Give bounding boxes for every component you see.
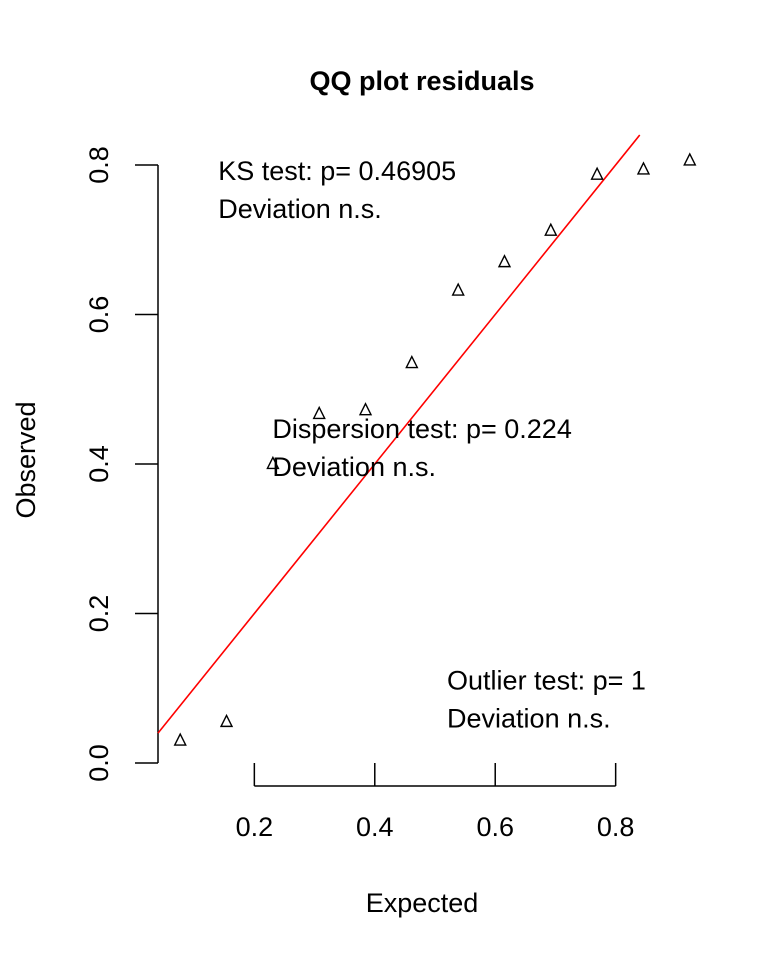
data-points [173,152,697,746]
data-point [590,166,604,180]
y-tick-label: 0.6 [84,296,114,334]
x-tick-label: 0.6 [476,812,514,842]
annotation-line: KS test: p= 0.46905 [218,156,456,186]
annotation-line: Deviation n.s. [272,452,436,482]
data-point [683,152,697,166]
x-tick-label: 0.4 [356,812,394,842]
annotation-line: Deviation n.s. [218,194,382,224]
x-tick-label: 0.2 [236,812,274,842]
y-tick-label: 0.8 [84,146,114,184]
annotation-outlier: Outlier test: p= 1 Deviation n.s. [447,666,646,734]
y-tick-label: 0.2 [84,595,114,633]
x-axis-title: Expected [366,888,479,918]
data-point [312,405,326,420]
data-point [358,402,373,416]
annotation-line: Dispersion test: p= 0.224 [272,414,571,444]
annotations: KS test: p= 0.46905 Deviation n.s.Dispers… [218,156,646,734]
data-point [405,354,419,369]
y-tick-label: 0.0 [84,744,114,782]
y-axis: 0.0 0.2 0.4 0.6 0.8 [84,146,159,782]
data-point [451,282,465,296]
data-point [636,161,651,175]
data-point [173,732,187,746]
data-point [497,254,512,268]
annotation-line: Deviation n.s. [447,704,611,734]
reference-line [157,134,641,734]
annotation-dispersion: Dispersion test: p= 0.224 Deviation n.s. [272,414,571,482]
data-point [544,222,558,236]
chart-title: QQ plot residuals [309,66,534,96]
y-tick-label: 0.4 [84,445,114,483]
x-axis: 0.2 0.4 0.6 0.8 [236,763,635,842]
reference-line-group [157,134,641,734]
data-point [219,713,234,728]
data-point [266,455,280,470]
annotation-line: Outlier test: p= 1 [447,666,646,696]
y-axis-title: Observed [11,401,41,518]
x-tick-label: 0.8 [597,812,635,842]
annotation-ks: KS test: p= 0.46905 Deviation n.s. [218,156,456,224]
